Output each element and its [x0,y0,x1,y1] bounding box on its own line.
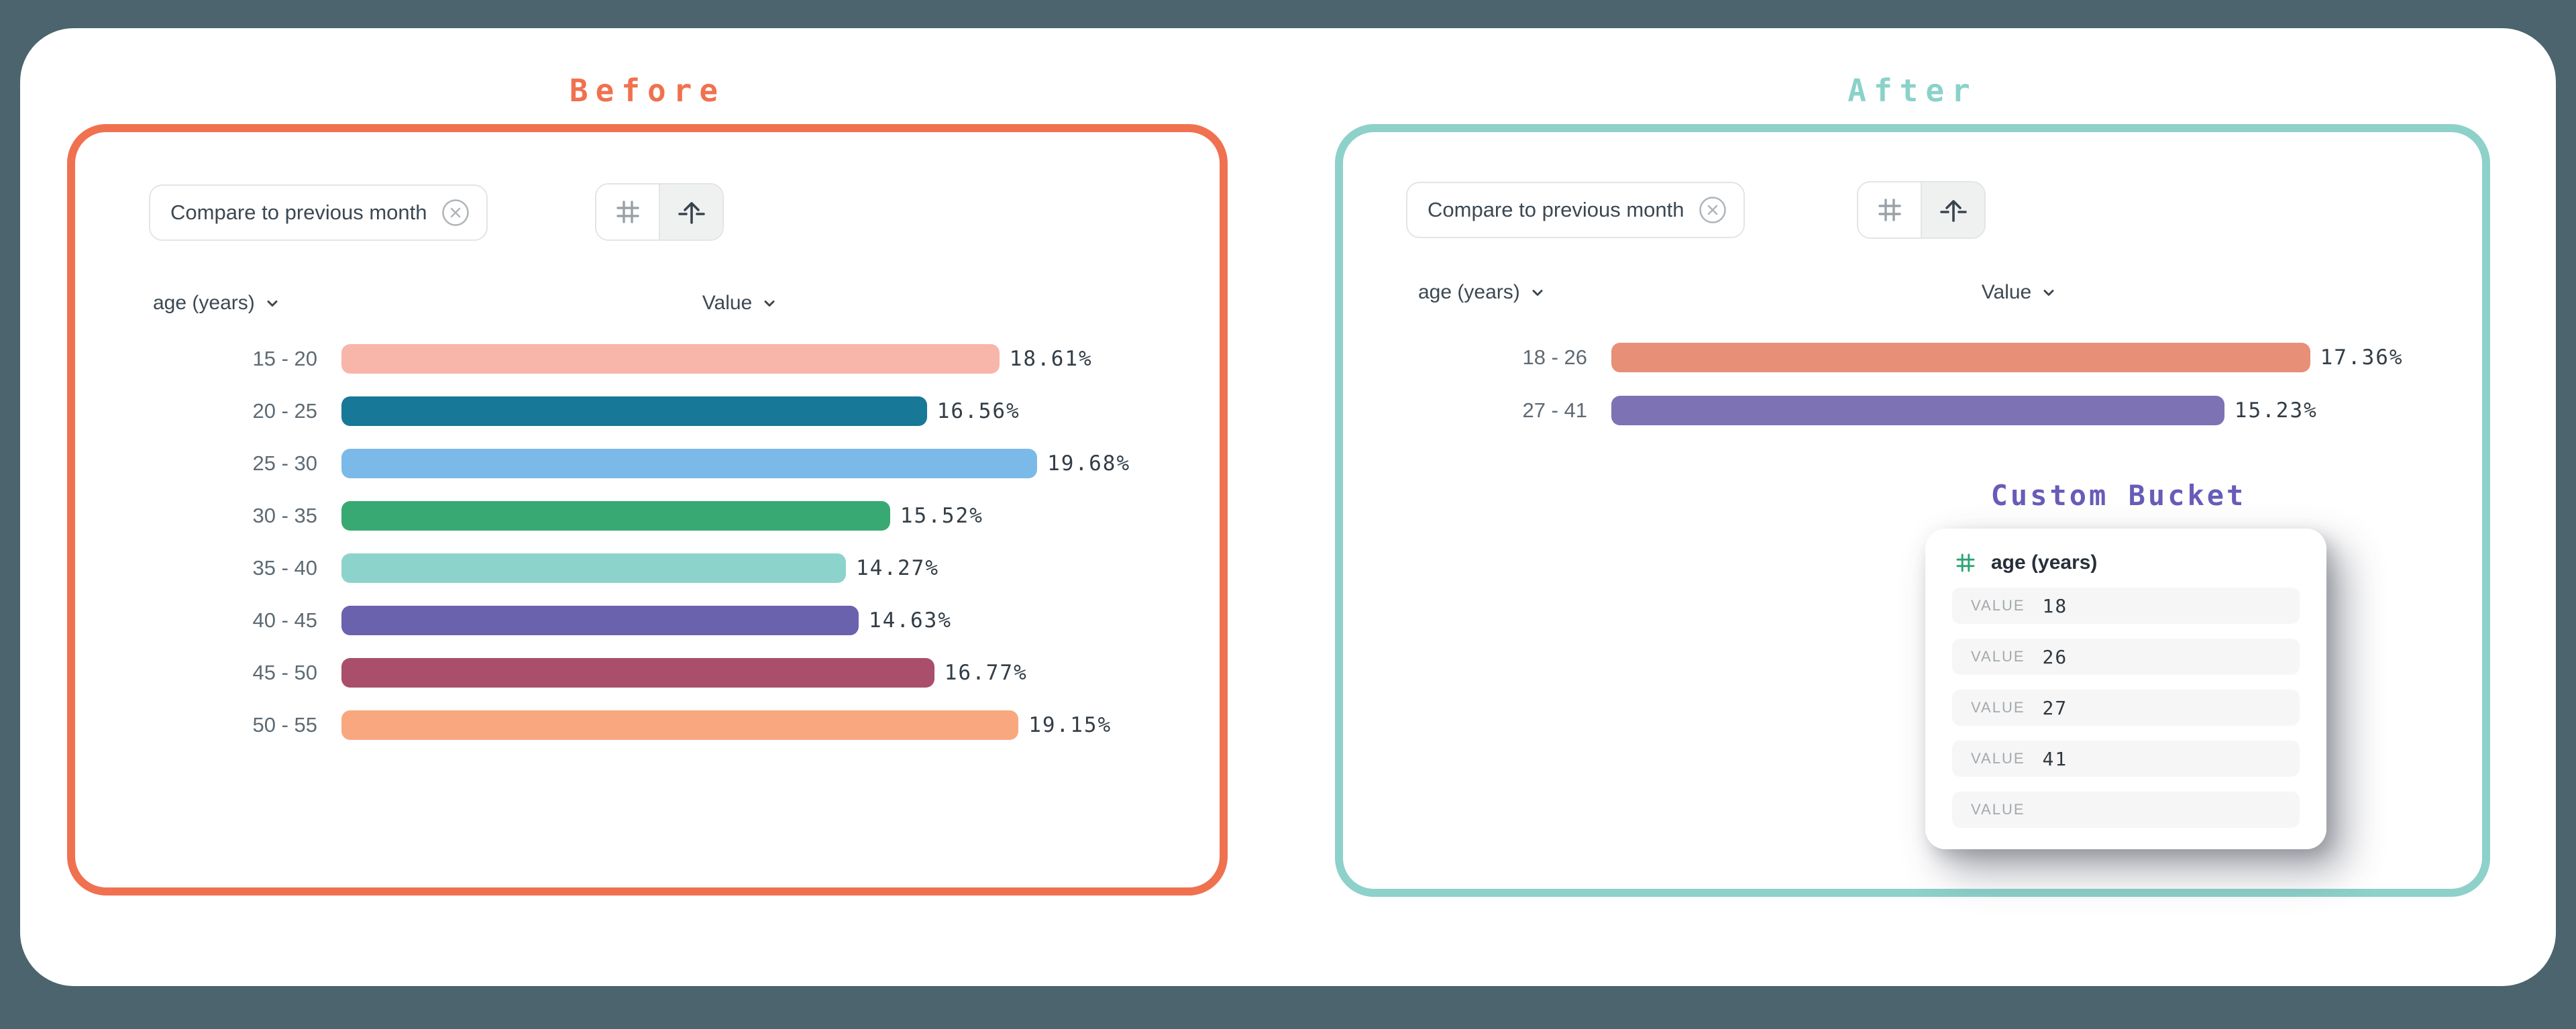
hash-icon [614,199,641,225]
bar-value-label: 14.63% [869,608,952,633]
bar [341,606,859,635]
bar-value-label: 15.23% [2234,398,2318,423]
chart-row: 15 - 20 18.61% [75,344,1220,374]
category-label: 27 - 41 [1522,398,1587,422]
chevron-down-icon [264,295,280,311]
bar [341,344,1000,374]
category-label: 50 - 55 [252,713,317,737]
category-label: 18 - 26 [1522,345,1587,369]
dimension-header-label: age (years) [153,292,255,314]
chart-row: 18 - 26 17.36% [1343,343,2482,372]
measure-header[interactable]: Value [666,292,814,315]
value-input-row[interactable]: VALUE 41 [1952,741,2300,777]
chart-row: 30 - 35 15.52% [75,501,1220,531]
dimension-header[interactable]: age (years) [1418,281,1546,304]
custom-bucket-card: age (years) VALUE 18 VALUE 26 VALUE 27 VALUE 41… [1925,529,2326,849]
bar-value-label: 19.15% [1028,713,1112,737]
compare-filter-chip[interactable]: Compare to previous month [149,184,488,241]
after-title: After [1847,72,1978,109]
measure-header[interactable]: Value [1945,281,2093,304]
chevron-down-icon [761,295,777,311]
value-input-value: 27 [2042,696,2068,719]
bar-value-label: 16.77% [944,661,1028,685]
chart-row: 50 - 55 19.15% [75,710,1220,740]
chart-row: 40 - 45 14.63% [75,606,1220,635]
chart-rows: 15 - 20 18.61% 20 - 25 16.56% 25 - 30 19.68% 3… [75,344,1220,740]
bar-value-label: 18.61% [1009,347,1093,371]
bucket-field-label: age (years) [1991,551,2098,574]
bar-value-label: 14.27% [856,556,939,580]
value-input-row[interactable]: VALUE 27 [1952,690,2300,726]
bar [341,449,1038,478]
circle-x-icon[interactable] [1698,195,1727,225]
compare-filter-chip[interactable]: Compare to previous month [1406,182,1745,238]
custom-bucket-button[interactable] [659,184,722,239]
bar [341,501,890,531]
bar [341,710,1019,740]
circle-x-icon[interactable] [441,198,470,227]
hash-icon [1955,552,1976,574]
category-label: 35 - 40 [252,556,317,580]
category-label: 30 - 35 [252,504,317,527]
bar-value-label: 17.36% [2320,345,2404,370]
arrow-up-from-line-icon [676,197,707,227]
numeric-bucket-button[interactable] [1858,182,1921,237]
chip-label: Compare to previous month [1428,198,1684,221]
chevron-down-icon [2041,284,2057,301]
bar-value-label: 16.56% [936,399,1020,423]
chart-row: 35 - 40 14.27% [75,553,1220,583]
arrow-up-from-line-icon [1938,195,1969,225]
bar [341,396,927,426]
chart-rows: 18 - 26 17.36% 27 - 41 15.23% [1343,343,2482,425]
value-input-row[interactable]: VALUE [1952,792,2300,828]
category-label: 15 - 20 [252,347,317,370]
bar [1611,396,2224,425]
value-input-value: 26 [2042,645,2068,668]
dimension-header[interactable]: age (years) [153,292,280,315]
hash-icon [1876,197,1903,223]
value-input-row[interactable]: VALUE 26 [1952,639,2300,675]
category-label: 40 - 45 [252,608,317,632]
category-label: 45 - 50 [252,661,317,684]
chart-row: 25 - 30 19.68% [75,449,1220,478]
chevron-down-icon [1529,284,1546,301]
numeric-bucket-button[interactable] [596,184,659,239]
bucket-field-header: age (years) [1955,551,2097,574]
bar [341,658,934,688]
value-input-label: VALUE [1971,801,2025,818]
value-input-label: VALUE [1971,597,2025,614]
chart-row: 20 - 25 16.56% [75,396,1220,426]
bucket-mode-toggle [595,183,724,241]
value-input-label: VALUE [1971,750,2025,767]
custom-bucket-title: Custom Bucket [1990,479,2247,512]
bar [341,553,847,583]
bucket-mode-toggle [1857,181,1986,239]
bar-value-label: 15.52% [900,504,983,528]
category-label: 25 - 30 [252,451,317,475]
chip-label: Compare to previous month [170,201,427,224]
bucket-value-rows: VALUE 18 VALUE 26 VALUE 27 VALUE 41 VALUE [1952,588,2300,828]
value-input-value: 41 [2042,747,2068,770]
category-label: 20 - 25 [252,399,317,423]
value-input-value: 18 [2042,594,2068,617]
value-input-label: VALUE [1971,648,2025,665]
dimension-header-label: age (years) [1418,281,1520,303]
chart-row: 45 - 50 16.77% [75,658,1220,688]
measure-header-label: Value [702,292,753,314]
custom-bucket-button[interactable] [1921,182,1984,237]
value-input-row[interactable]: VALUE 18 [1952,588,2300,624]
before-panel: Compare to previous month [67,124,1228,896]
bar [1611,343,2310,372]
after-panel: Compare to previous month [1335,124,2490,897]
bar-value-label: 19.68% [1047,451,1131,476]
measure-header-label: Value [1981,281,2032,303]
before-title: Before [569,72,726,109]
value-input-label: VALUE [1971,699,2025,716]
chart-row: 27 - 41 15.23% [1343,396,2482,425]
